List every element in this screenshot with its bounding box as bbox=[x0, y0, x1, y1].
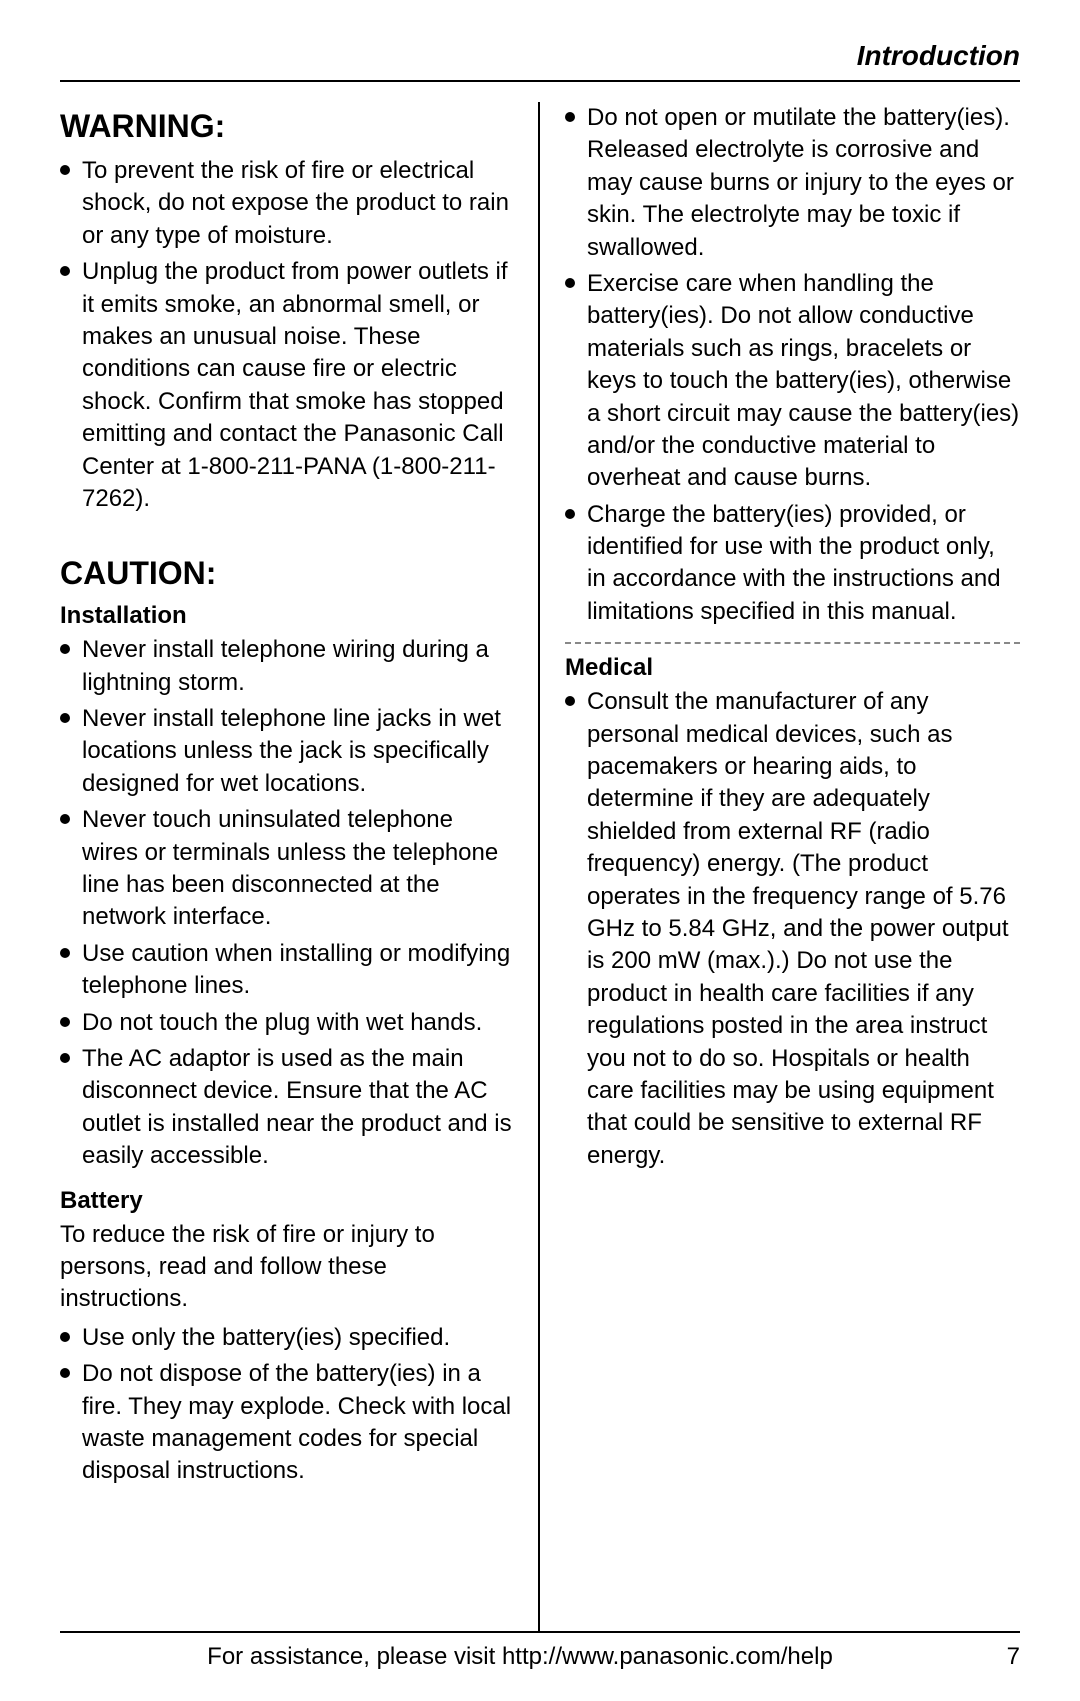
battery-subhead: Battery bbox=[60, 1187, 513, 1215]
list-item: Do not dispose of the battery(ies) in a … bbox=[60, 1358, 513, 1488]
warning-list: To prevent the risk of fire or electrica… bbox=[60, 155, 513, 515]
list-item: Use caution when installing or modifying… bbox=[60, 938, 513, 1003]
list-item: Never install telephone line jacks in we… bbox=[60, 703, 513, 800]
list-item: The AC adaptor is used as the main disco… bbox=[60, 1043, 513, 1173]
list-item: Do not touch the plug with wet hands. bbox=[60, 1007, 513, 1039]
list-item: Exercise care when handling the battery(… bbox=[565, 268, 1020, 495]
list-item: Use only the battery(ies) specified. bbox=[60, 1322, 513, 1354]
right-column: Do not open or mutilate the battery(ies)… bbox=[540, 102, 1020, 1631]
installation-subhead: Installation bbox=[60, 602, 513, 630]
content-columns: WARNING: To prevent the risk of fire or … bbox=[60, 102, 1020, 1631]
footer-assistance-text: For assistance, please visit http://www.… bbox=[60, 1643, 980, 1671]
list-item: Do not open or mutilate the battery(ies)… bbox=[565, 102, 1020, 264]
battery-intro-text: To reduce the risk of fire or injury to … bbox=[60, 1219, 513, 1316]
left-column: WARNING: To prevent the risk of fire or … bbox=[60, 102, 540, 1631]
battery-list-continued: Do not open or mutilate the battery(ies)… bbox=[565, 102, 1020, 628]
list-item: Consult the manufacturer of any personal… bbox=[565, 686, 1020, 1172]
medical-list: Consult the manufacturer of any personal… bbox=[565, 686, 1020, 1172]
list-item: To prevent the risk of fire or electrica… bbox=[60, 155, 513, 252]
section-divider bbox=[565, 642, 1020, 644]
installation-list: Never install telephone wiring during a … bbox=[60, 634, 513, 1172]
page-section-header: Introduction bbox=[60, 40, 1020, 82]
page-number: 7 bbox=[980, 1643, 1020, 1671]
list-item: Never touch uninsulated telephone wires … bbox=[60, 804, 513, 934]
list-item: Charge the battery(ies) provided, or ide… bbox=[565, 499, 1020, 629]
page-footer: For assistance, please visit http://www.… bbox=[60, 1631, 1020, 1671]
list-item: Unplug the product from power outlets if… bbox=[60, 256, 513, 515]
caution-heading: CAUTION: bbox=[60, 555, 513, 592]
warning-heading: WARNING: bbox=[60, 108, 513, 145]
list-item: Never install telephone wiring during a … bbox=[60, 634, 513, 699]
medical-subhead: Medical bbox=[565, 654, 1020, 682]
battery-list: Use only the battery(ies) specified. Do … bbox=[60, 1322, 513, 1488]
